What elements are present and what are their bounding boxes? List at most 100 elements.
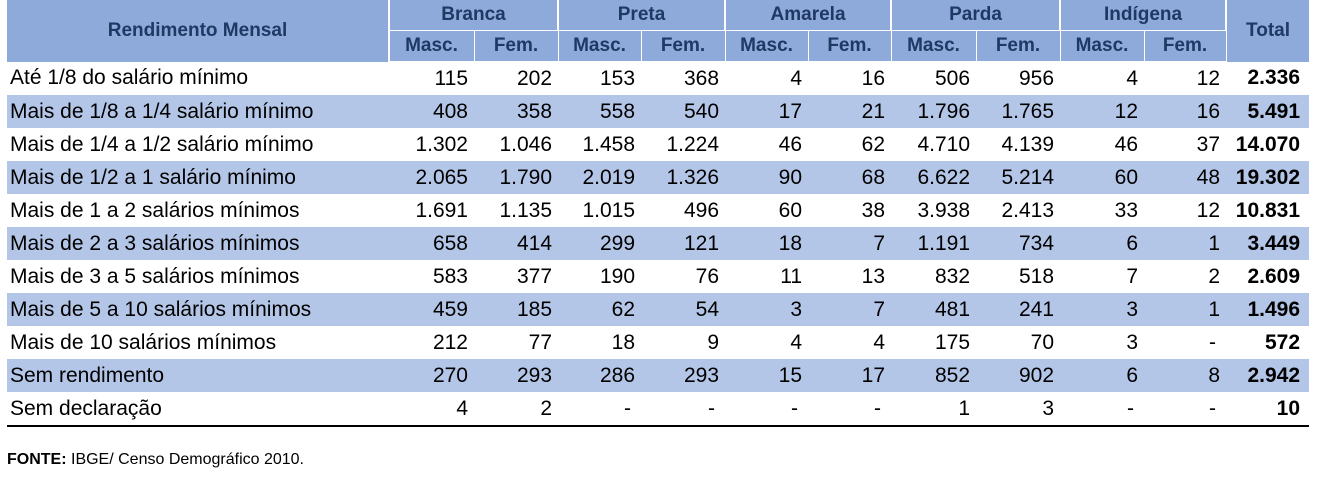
header-parda-masc: Masc. [890, 30, 977, 62]
table-cell: 2 [1208, 264, 1221, 288]
table-cell: 1.765 [976, 95, 1061, 128]
table-cell: 1.191 [891, 227, 977, 260]
table-cell: 414 [474, 227, 559, 260]
table-cell: 4.710 [917, 132, 971, 156]
table-cell: 60 [1060, 161, 1145, 194]
table-cell: 368 [683, 66, 720, 90]
table-cell: 153 [599, 66, 636, 90]
table-cell: 16 [861, 66, 886, 90]
table-cell: - [808, 392, 892, 427]
table-cell: 16 [1144, 95, 1227, 128]
table-cell: 956 [1018, 66, 1055, 90]
table-row: Até 1/8 do salário mínimo 115 202 153 368 4 16… [7, 62, 1309, 96]
table-cell: 202 [516, 66, 553, 90]
source-note: FONTE: IBGE/ Censo Demográfico 2010. [7, 451, 304, 469]
table-cell: 18 [611, 330, 636, 354]
table-cell: 408 [389, 95, 474, 128]
table-cell: 1.458 [582, 132, 636, 156]
table-cell: 540 [641, 95, 726, 128]
row-label: Até 1/8 do salário mínimo [10, 66, 249, 90]
table-cell: - [1209, 330, 1217, 354]
row-total: 3.449 [1226, 227, 1310, 260]
table-cell: 286 [558, 359, 642, 392]
table-cell: 3 [725, 293, 809, 326]
table-row: Sem rendimento 270 293 286 293 15 17 852 902 6 8 2.… [7, 359, 1310, 392]
row-label: Mais de 3 a 5 salários mínimos [10, 264, 300, 288]
table-cell: 7 [808, 293, 892, 326]
table-cell: 4 [873, 330, 886, 354]
table-cell: 583 [432, 264, 468, 288]
table-cell: 48 [1144, 161, 1227, 194]
row-total: 5.491 [1226, 95, 1310, 128]
table-cell: 1.790 [474, 161, 559, 194]
table-cell: 270 [389, 359, 474, 392]
row-total: 2.942 [1226, 359, 1310, 392]
income-table-container: Rendimento Mensal Branca Preta Amarela P… [7, 0, 1310, 427]
table-cell: 212 [432, 330, 468, 354]
table-cell: 832 [934, 264, 971, 288]
table-cell: 293 [641, 359, 726, 392]
table-cell: 506 [934, 66, 971, 90]
row-total: 10 [1226, 392, 1310, 427]
table-cell: 459 [389, 293, 474, 326]
row-label: Mais de 2 a 3 salários mínimos [7, 227, 389, 260]
table-cell: 1.135 [499, 198, 553, 222]
row-label: Mais de 5 a 10 salários mínimos [7, 293, 389, 326]
table-cell: 1.302 [415, 132, 468, 156]
table-row: Mais de 1 a 2 salários mínimos 1.691 1.135… [7, 194, 1309, 227]
table-cell: 18 [725, 227, 809, 260]
row-label: Mais de 1 a 2 salários mínimos [10, 198, 300, 222]
table-cell: 37 [1196, 132, 1221, 156]
table-cell: 121 [641, 227, 726, 260]
table-row: Mais de 5 a 10 salários mínimos 459 185 62 5… [7, 293, 1310, 326]
table-cell: 7 [1126, 264, 1139, 288]
header-amarela-masc: Masc. [724, 30, 809, 62]
table-cell: - [1144, 392, 1227, 427]
table-cell: 185 [474, 293, 559, 326]
table-row: Mais de 1/8 a 1/4 salário mínimo 408 358 55… [7, 95, 1310, 128]
table-cell: 3.938 [917, 198, 971, 222]
table-cell: 76 [695, 264, 720, 288]
table-cell: 5.214 [976, 161, 1061, 194]
table-cell: 62 [861, 132, 886, 156]
table-cell: 12 [1196, 66, 1221, 90]
table-cell: 1 [1144, 293, 1227, 326]
table-cell: 1.691 [415, 198, 468, 222]
table-cell: 46 [1114, 132, 1139, 156]
header-parda-fem: Fem. [975, 30, 1061, 62]
table-cell: 7 [808, 227, 892, 260]
table-cell: 4 [389, 392, 474, 427]
row-total: 1.496 [1226, 293, 1310, 326]
income-by-race-table: Rendimento Mensal Branca Preta Amarela P… [7, 0, 1310, 427]
table-cell: 4 [790, 330, 803, 354]
table-cell: 62 [558, 293, 642, 326]
table-row: Mais de 2 a 3 salários mínimos 658 414 299 1… [7, 227, 1310, 260]
header-group-indigena: Indígena [1059, 0, 1228, 31]
table-body: Até 1/8 do salário mínimo 115 202 153 368 4 16… [7, 62, 1310, 427]
table-row: Sem declaração 4 2- - - -1 3- -10 [7, 392, 1310, 427]
table-cell: 6.622 [891, 161, 977, 194]
table-cell: 481 [891, 293, 977, 326]
table-cell: 377 [516, 264, 553, 288]
table-cell: 33 [1114, 198, 1139, 222]
row-total: 10.831 [1235, 198, 1301, 222]
table-cell: 21 [808, 95, 892, 128]
table-cell: 77 [528, 330, 553, 354]
header-branca-masc: Masc. [388, 30, 475, 62]
row-label: Sem declaração [7, 392, 389, 427]
table-cell: 1 [891, 392, 977, 427]
table-cell: 4 [1126, 66, 1139, 90]
table-row: Mais de 3 a 5 salários mínimos 583 377 190 7… [7, 260, 1309, 293]
source-prefix: FONTE: [7, 451, 67, 468]
header-total: Total [1226, 0, 1310, 62]
table-cell: 299 [558, 227, 642, 260]
table-cell: 9 [707, 330, 720, 354]
row-label: Sem rendimento [7, 359, 389, 392]
table-cell: 46 [778, 132, 803, 156]
table-cell: 496 [683, 198, 720, 222]
table-cell: 1.796 [891, 95, 977, 128]
table-cell: 15 [725, 359, 809, 392]
table-cell: 17 [725, 95, 809, 128]
table-cell: 38 [861, 198, 886, 222]
table-cell: 3 [1126, 330, 1139, 354]
